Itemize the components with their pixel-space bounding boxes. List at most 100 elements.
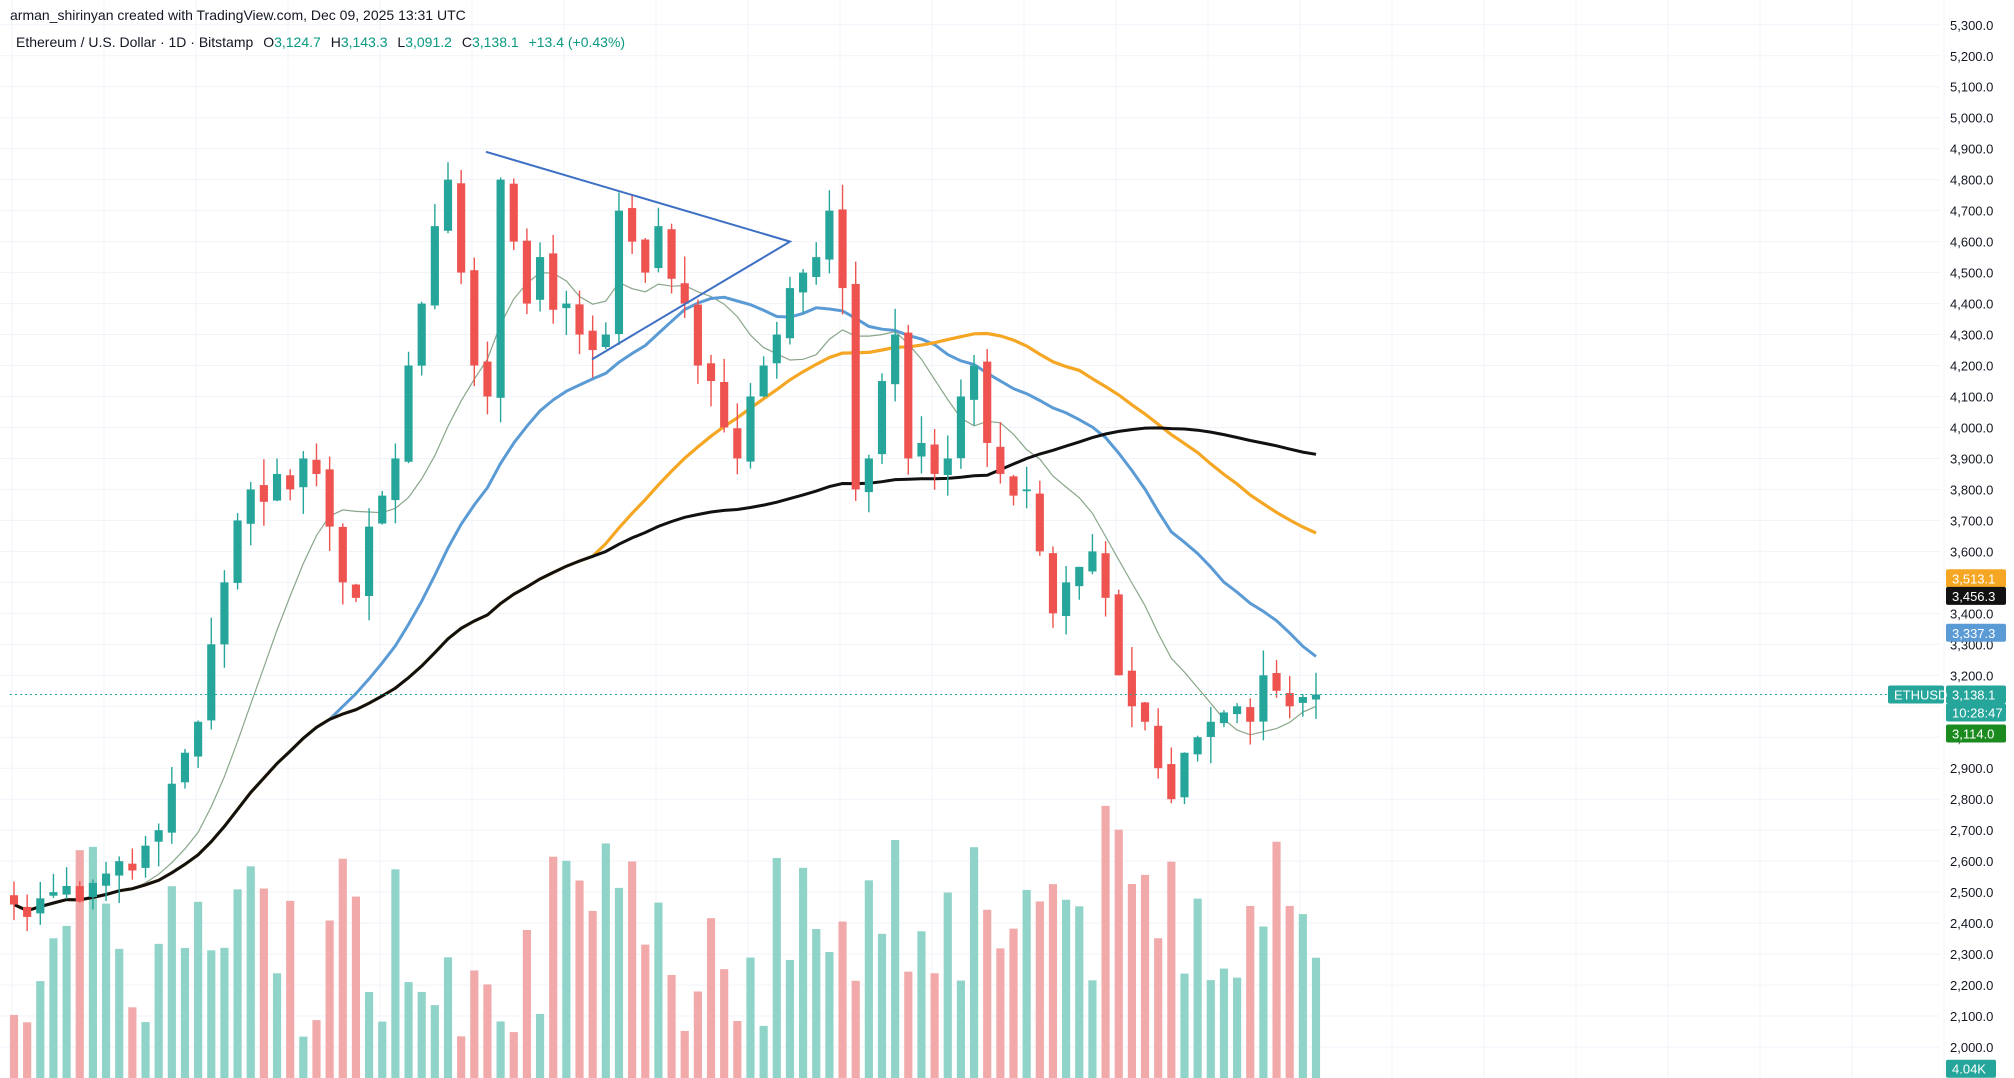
volume-bar (720, 969, 729, 1078)
volume-bar (1311, 957, 1321, 1078)
price-tick-label: 5,300.0 (1950, 18, 1993, 33)
candle-body (917, 442, 926, 457)
candle-body (457, 183, 466, 273)
candle-body (667, 229, 676, 279)
candle-body (1233, 706, 1242, 715)
volume-bar (194, 901, 203, 1078)
candle-body (233, 520, 242, 583)
candle-body (562, 303, 571, 309)
price-tick-label: 2,400.0 (1950, 916, 1993, 931)
candle-body (799, 272, 808, 293)
candle-body (141, 845, 150, 868)
low-price-tag: 3,114.0 (1952, 727, 1994, 742)
candle-body (207, 644, 216, 721)
candle-body (1246, 707, 1255, 722)
candle-body (246, 489, 255, 524)
candle-body (1298, 696, 1307, 703)
low-value: 3,091.2 (405, 34, 452, 50)
triangle-pattern-drawing[interactable] (485, 150, 793, 361)
volume-bar (772, 857, 781, 1078)
candle-body (23, 906, 32, 917)
volume-bar (1154, 938, 1163, 1078)
price-tick-label: 4,600.0 (1950, 235, 1993, 250)
volume-bar (23, 1022, 32, 1078)
volume-bar (457, 1036, 466, 1078)
candle-body (851, 283, 860, 490)
candle-body (1009, 476, 1018, 496)
chart-grid (0, 0, 1945, 1078)
volume-bar (825, 952, 834, 1078)
candle-body (838, 209, 847, 289)
volume-bar (115, 948, 124, 1078)
price-tick-label: 4,000.0 (1950, 420, 1993, 435)
price-tick-label: 4,300.0 (1950, 328, 1993, 343)
price-tick-label: 2,300.0 (1950, 947, 1993, 962)
candle-body (654, 226, 663, 269)
price-tick-label: 5,000.0 (1950, 111, 1993, 126)
volume-bar (365, 992, 374, 1078)
price-tick-label: 4,700.0 (1950, 204, 1993, 219)
candle-body (286, 475, 295, 490)
candle-body (180, 752, 190, 783)
low-label: L (397, 34, 406, 50)
candle-body (1075, 566, 1084, 587)
high-value: 3,143.3 (340, 34, 388, 50)
candle-body (115, 861, 124, 876)
ma-fast-line (13, 271, 1317, 912)
price-tick-label: 2,000.0 (1950, 1040, 1993, 1055)
volume-bar (272, 973, 282, 1078)
price-tick-label: 4,100.0 (1950, 390, 1993, 405)
candle-body (509, 183, 518, 242)
candle-body (9, 895, 19, 905)
volume-bar (785, 959, 795, 1078)
volume-bar (496, 1021, 505, 1078)
volume-bar (207, 950, 216, 1078)
open-label: O (263, 34, 275, 50)
volume-bar (36, 981, 45, 1078)
volume-bar (1101, 805, 1110, 1078)
price-tick-label: 2,700.0 (1950, 823, 1993, 838)
volume-bar (799, 867, 808, 1078)
volume-bar (1180, 973, 1189, 1078)
volume-bar (1285, 905, 1294, 1078)
volume-bar (1140, 874, 1150, 1078)
last-price-tag-bg (1946, 685, 2006, 704)
candle-body (404, 365, 413, 462)
chart-credit: arman_shirinyan created with TradingView… (10, 7, 466, 23)
open-value: 3,124.7 (274, 34, 321, 50)
price-tick-label: 5,100.0 (1950, 80, 1993, 95)
volume-bar (1167, 861, 1176, 1078)
volume-bar (983, 909, 992, 1078)
candle-body (601, 334, 610, 347)
price-tick-label: 4,400.0 (1950, 297, 1993, 312)
black-ma-tag-bg (1946, 586, 2006, 605)
symbol-title[interactable]: Ethereum / U.S. Dollar · 1D · Bitstamp (16, 34, 254, 50)
candle-body (496, 179, 505, 398)
volume-bar (299, 1036, 308, 1078)
volume-bar (575, 880, 584, 1078)
volume-bar (88, 846, 97, 1078)
volume-bar (220, 947, 229, 1078)
volume-bar (325, 920, 334, 1078)
volume-bar (430, 1005, 439, 1078)
candle-body (1048, 553, 1058, 614)
volume-bar (535, 1013, 545, 1078)
volume-bar (1062, 899, 1071, 1078)
volume-bar (917, 931, 926, 1078)
candle-body (259, 485, 268, 502)
candle-body (983, 361, 992, 443)
volume-bar (588, 910, 597, 1078)
candle-body (325, 469, 334, 527)
volume-bar (1193, 898, 1202, 1078)
candle-body (154, 830, 163, 842)
volume-bar (930, 973, 939, 1078)
candle-body (549, 253, 558, 310)
candle-body (167, 783, 176, 833)
orange-ma-tag-bg (1946, 569, 2006, 588)
volume-bar (483, 984, 492, 1078)
countdown-tag: 10:28:47 (1952, 705, 2003, 720)
candle-body (812, 257, 821, 277)
price-axis[interactable]: 2,000.0 2,100.0 2,200.0 2,300.0 2,400.0 2,500… (1950, 18, 1993, 1055)
candle-body (535, 257, 545, 300)
